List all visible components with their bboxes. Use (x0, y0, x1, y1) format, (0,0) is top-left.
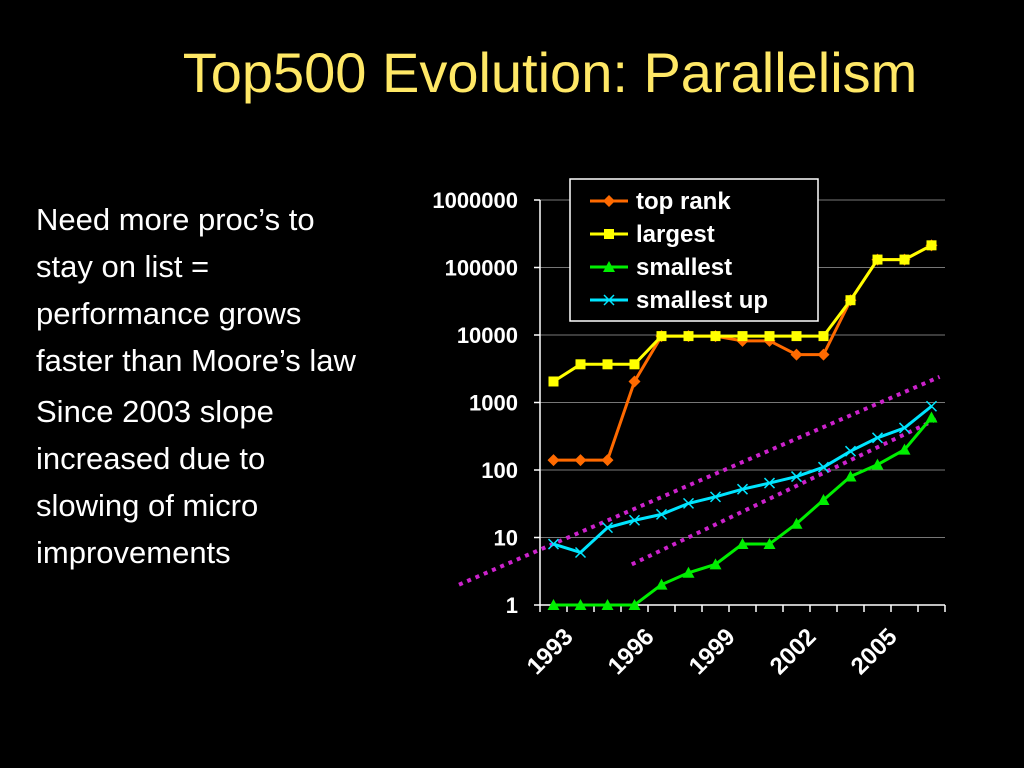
data-point (683, 331, 694, 342)
data-point (603, 195, 615, 207)
bullet-item: Need more proc’s to stay on list = perfo… (36, 202, 356, 378)
data-point (682, 566, 695, 578)
bullet-item: Since 2003 slope increased due to slowin… (36, 394, 274, 570)
data-point (818, 331, 829, 342)
bullet-list: Need more proc’s to stay on list = perfo… (36, 196, 366, 580)
data-point (790, 348, 803, 361)
data-point (601, 454, 614, 467)
legend-label: top rank (636, 188, 731, 215)
x-tick-label: 2002 (765, 623, 822, 680)
data-point (898, 422, 911, 434)
data-point (601, 599, 614, 610)
y-tick-label: 100000 (445, 256, 518, 281)
data-point (871, 458, 884, 470)
data-point (656, 331, 667, 342)
y-tick-label: 1 (506, 593, 518, 618)
data-point (790, 471, 803, 483)
data-point (925, 411, 938, 423)
data-point (737, 331, 748, 342)
data-point (628, 375, 641, 388)
data-point (575, 359, 586, 370)
data-point (709, 491, 722, 503)
x-tick-label: 2005 (846, 623, 903, 680)
y-tick-label: 10 (494, 526, 518, 551)
data-point (790, 517, 803, 529)
data-point (844, 445, 857, 457)
x-tick-label: 1996 (603, 623, 660, 680)
y-tick-label: 1000 (469, 391, 518, 416)
data-point (710, 331, 721, 342)
legend-label: largest (636, 221, 715, 248)
data-point (736, 483, 749, 495)
data-point (603, 261, 615, 272)
data-point (736, 538, 749, 550)
x-tick-label: 1993 (522, 623, 579, 680)
data-point (898, 443, 911, 455)
data-point (655, 508, 668, 520)
data-point (547, 538, 560, 550)
data-point (764, 331, 775, 342)
trend-line (630, 417, 938, 567)
data-point (899, 254, 910, 265)
legend-label: smallest up (636, 287, 768, 314)
legend-label: smallest (636, 254, 732, 281)
data-point (574, 546, 587, 559)
data-point (602, 359, 613, 370)
data-point (844, 470, 857, 482)
data-point (547, 454, 560, 467)
y-tick-label: 100 (481, 458, 518, 483)
data-point (628, 514, 641, 526)
data-point (817, 493, 830, 505)
y-tick-label: 1000000 (432, 188, 518, 213)
data-point (845, 295, 856, 306)
data-point (628, 599, 641, 610)
data-point (655, 578, 668, 590)
data-point (574, 454, 587, 467)
series-line (553, 416, 933, 607)
data-point (547, 599, 560, 610)
data-point (872, 254, 883, 265)
data-point (925, 400, 938, 412)
data-point (763, 477, 776, 489)
data-point (817, 348, 830, 361)
data-point (791, 331, 802, 342)
data-point (604, 229, 614, 239)
data-point (682, 497, 695, 509)
data-point (601, 522, 614, 534)
data-point (548, 376, 559, 387)
y-tick-label: 10000 (457, 323, 518, 348)
data-point (817, 461, 830, 473)
trend-line (458, 375, 941, 587)
x-tick-label: 1999 (684, 623, 741, 680)
data-point (603, 294, 615, 306)
data-point (763, 538, 776, 550)
slide-title: Top500 Evolution: Parallelism (182, 41, 918, 104)
data-point (629, 359, 640, 370)
data-point (871, 432, 884, 444)
data-point (709, 558, 722, 570)
data-point (574, 599, 587, 610)
data-point (926, 240, 937, 251)
